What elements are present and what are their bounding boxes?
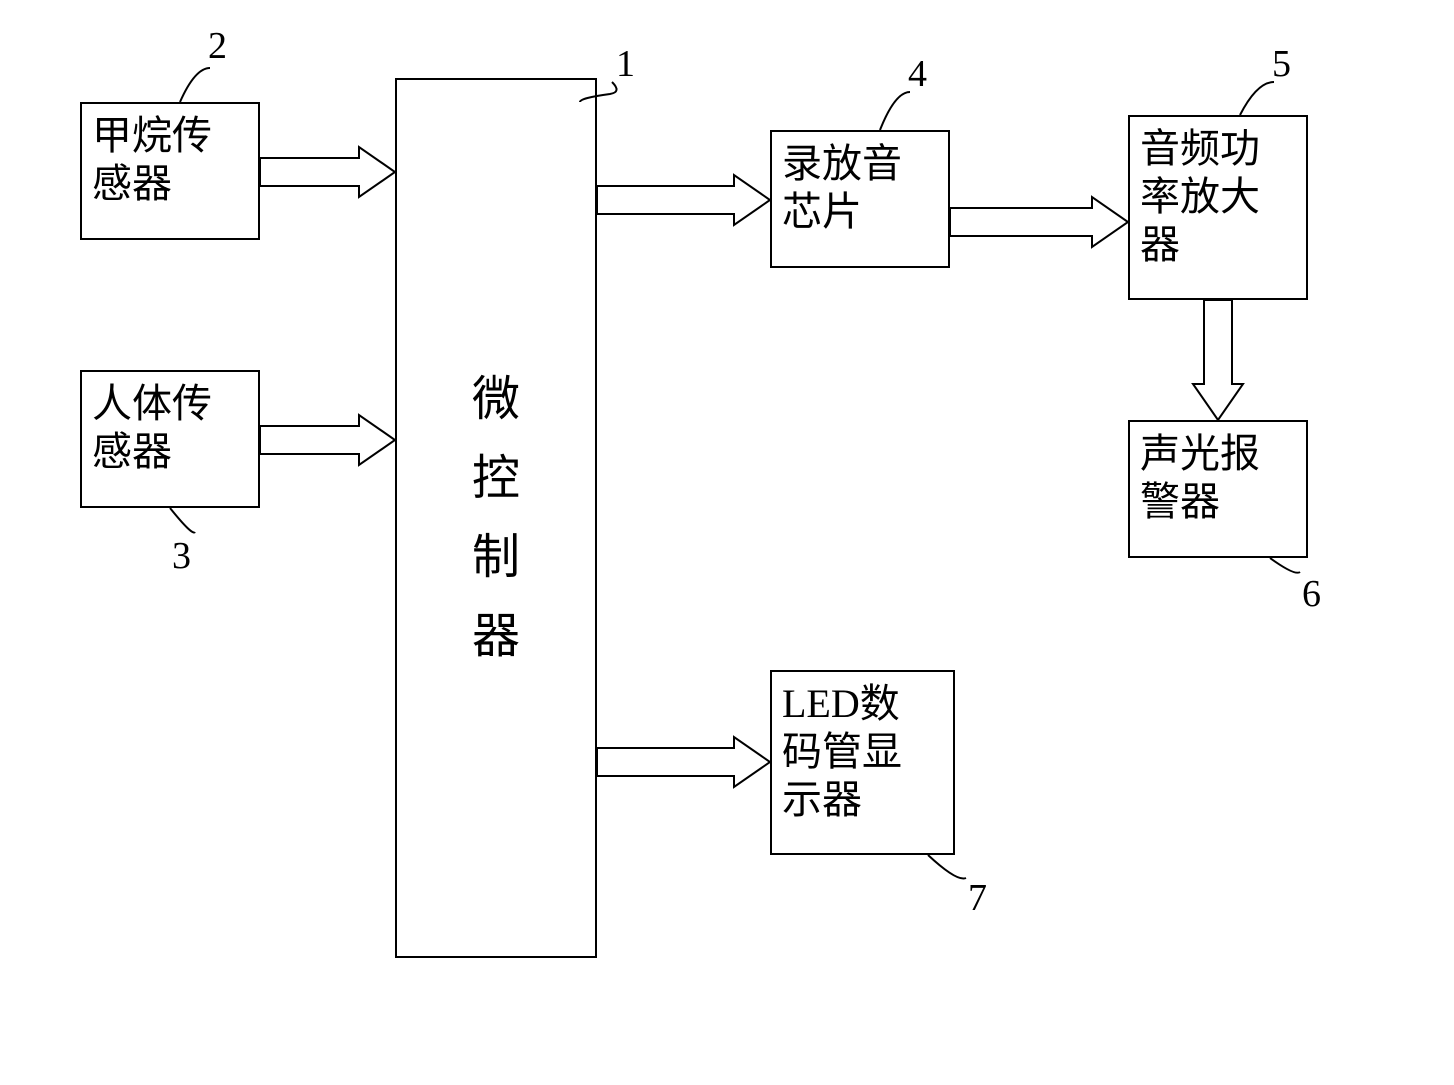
block-arrow: [597, 737, 770, 787]
node-label-number: 5: [1272, 42, 1291, 86]
block-arrow: [260, 415, 395, 465]
node-label-number: 6: [1302, 572, 1321, 616]
leader-line: [180, 68, 210, 102]
node-label-number: 3: [172, 534, 191, 578]
leader-line: [1270, 558, 1300, 573]
node-label-number: 1: [616, 42, 635, 86]
block-diagram: 甲烷传 感器 人体传 感器 微控制器 录放音 芯片 音频功 率放大 器 声光报 …: [0, 0, 1454, 1085]
leader-line: [880, 92, 910, 130]
block-arrow: [260, 147, 395, 197]
block-arrow: [950, 197, 1128, 247]
leader-line: [580, 82, 617, 102]
leader-line: [1240, 82, 1274, 115]
node-label-number: 4: [908, 52, 927, 96]
node-label-number: 2: [208, 24, 227, 68]
leader-line: [928, 855, 966, 879]
block-arrow: [597, 175, 770, 225]
node-label-number: 7: [968, 876, 987, 920]
arrows-overlay: [0, 0, 1454, 1085]
block-arrow: [1193, 300, 1243, 420]
leader-line: [170, 508, 195, 533]
